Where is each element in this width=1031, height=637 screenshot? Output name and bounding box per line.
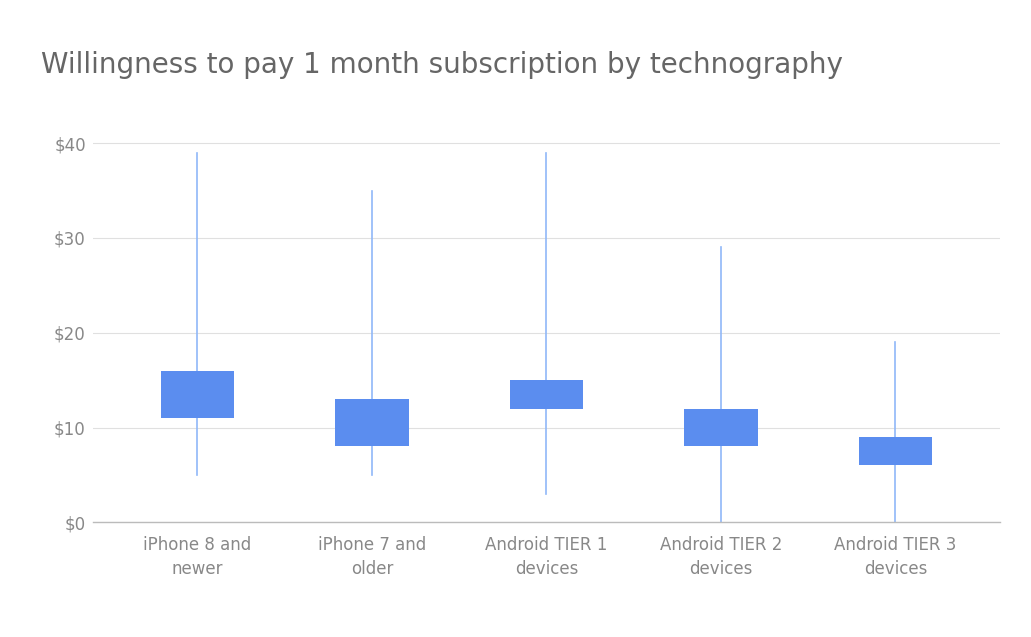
Text: Willingness to pay 1 month subscription by technography: Willingness to pay 1 month subscription … bbox=[41, 51, 843, 79]
Bar bbox=[859, 437, 932, 466]
Bar bbox=[161, 371, 234, 418]
Bar bbox=[509, 380, 584, 408]
Bar bbox=[685, 408, 758, 447]
Bar bbox=[335, 399, 408, 447]
